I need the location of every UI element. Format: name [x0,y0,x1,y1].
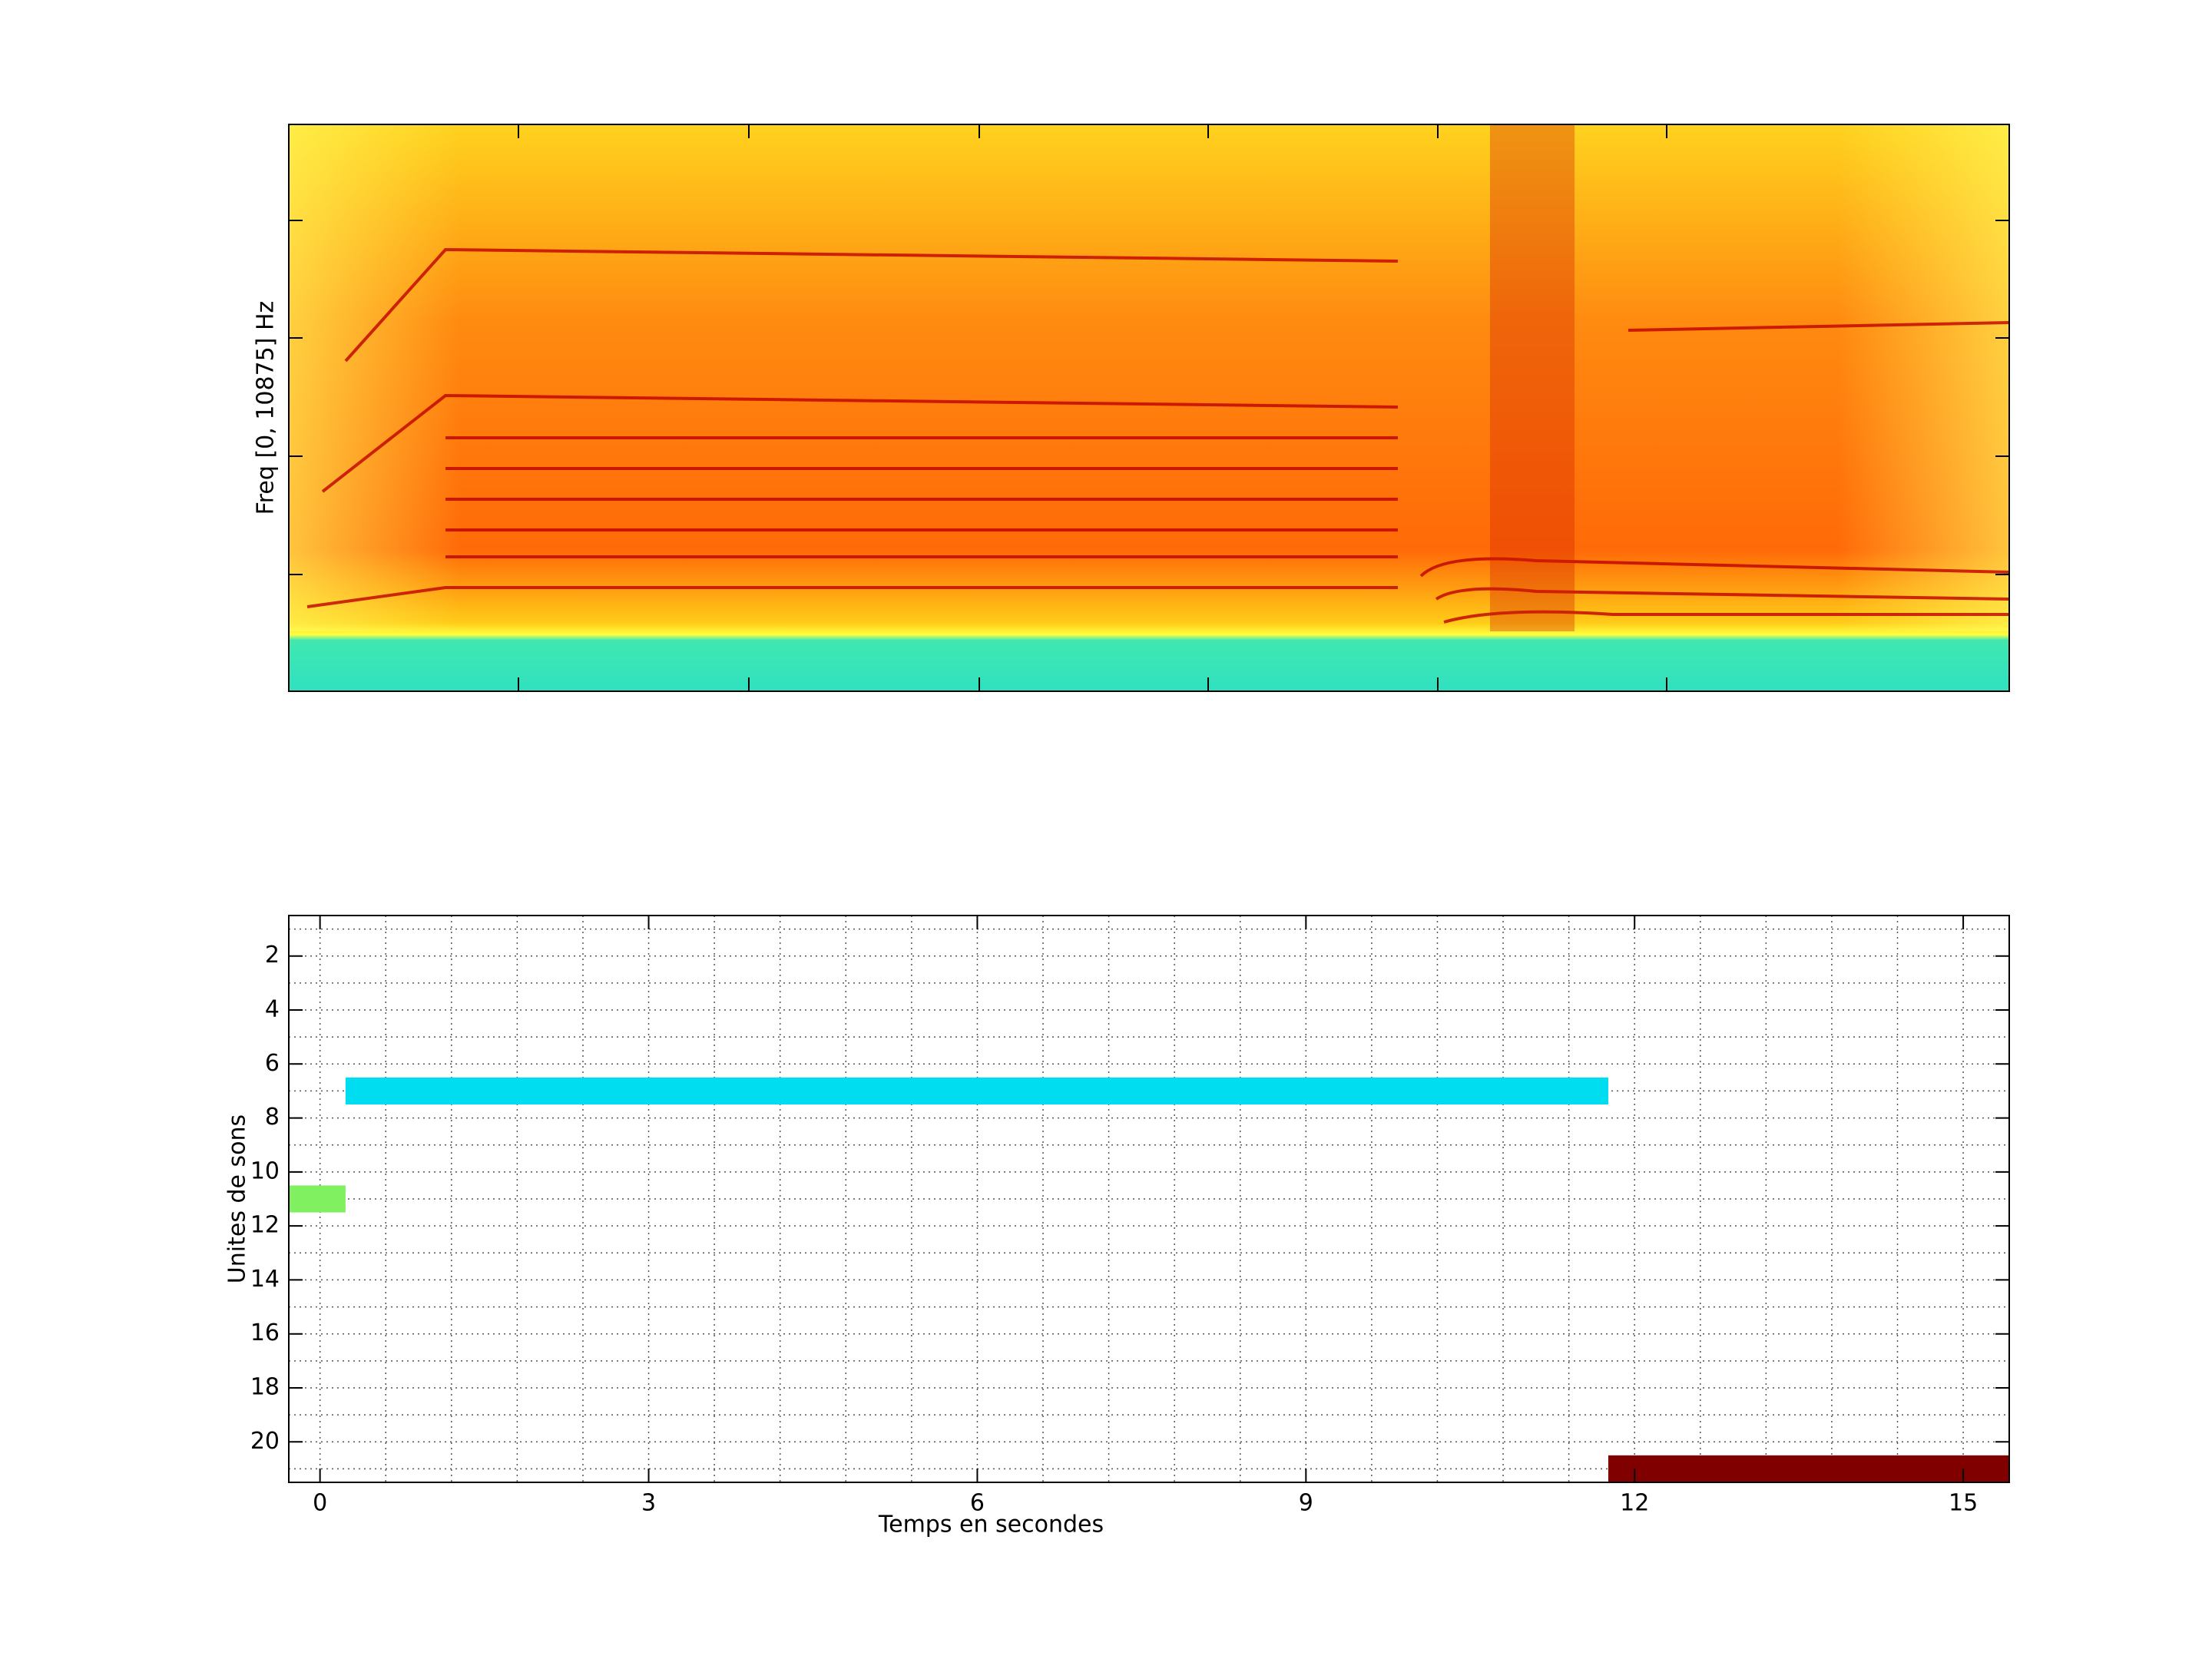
harmonics [306,247,2010,624]
segment [289,1185,346,1213]
y-axis-label: Freq [0, 10875] Hz [253,301,280,515]
y-tick-label: 8 [265,1104,280,1131]
x-tick-label: 0 [313,1490,327,1517]
axes-frame [288,915,2010,1483]
timeline-chart: 0 3 6 9 12 15 2 4 6 8 10 12 14 16 18 20 Temps en seconde… [224,915,2010,1538]
x-tick-label: 6 [970,1490,985,1517]
y-tick-label: 14 [250,1266,280,1293]
spectrogram: Freq [0, 10875] Hz [253,124,2010,692]
y-tick-label: 6 [265,1050,280,1077]
segment [345,1077,1608,1104]
segment [1608,1455,2009,1482]
axis-ticks [289,124,2009,691]
axes-frame [288,124,2010,692]
y-tick-label: 10 [250,1157,280,1184]
spectrogram-shade [289,124,2009,631]
y-tick-label: 20 [250,1428,280,1455]
y-tick-label: 4 [265,996,280,1023]
noise-burst [1490,124,1575,631]
y-tick-label: 18 [250,1374,280,1401]
y-tick-label: 16 [250,1320,280,1346]
x-tick-label: 9 [1299,1490,1313,1517]
x-axis-label: Temps en secondes [878,1512,1104,1538]
y-tick-label: 2 [265,942,280,969]
x-tick-label: 3 [641,1490,656,1517]
x-tick-label: 15 [1949,1490,1978,1517]
y-tick-label: 12 [250,1212,280,1239]
y-axis-label: Unites de sons [224,1114,251,1283]
x-tick-label: 12 [1620,1490,1649,1517]
